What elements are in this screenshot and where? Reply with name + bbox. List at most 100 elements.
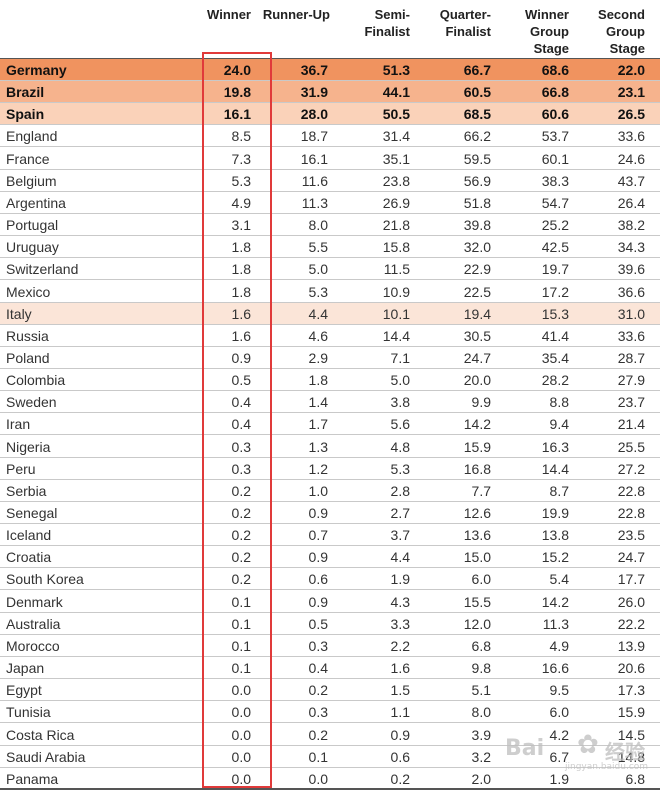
cell-value: 17.2 (541, 283, 569, 300)
cell-value: 0.3 (308, 704, 328, 721)
cell-value: 66.8 (541, 84, 569, 101)
cell-value: 43.7 (617, 172, 645, 189)
team-name: Peru (6, 460, 36, 477)
cell-value: 51.3 (382, 62, 410, 78)
cell-value: 0.6 (308, 571, 328, 588)
table-row: Tunisia 0.0 0.3 1.1 8.0 6.0 15.9 (0, 701, 660, 724)
cell-value: 26.4 (617, 194, 645, 211)
cell-value: 14.5 (617, 726, 645, 743)
cell-value: 9.5 (549, 682, 569, 699)
cell-value: 3.1 (231, 217, 251, 234)
cell-value: 0.9 (308, 593, 328, 610)
cell-value: 9.4 (549, 416, 569, 433)
team-name: Portugal (6, 217, 59, 234)
cell-value: 19.7 (541, 261, 569, 278)
cell-value: 10.1 (382, 305, 410, 322)
team-name: Iceland (6, 527, 52, 544)
cell-value: 23.7 (617, 394, 645, 411)
cell-value: 14.8 (617, 748, 645, 765)
team-name: Saudi Arabia (6, 748, 86, 765)
team-name: Germany (6, 62, 67, 78)
cell-value: 23.8 (382, 172, 410, 189)
cell-value: 16.1 (223, 106, 251, 123)
cell-value: 0.2 (308, 682, 328, 699)
cell-value: 22.0 (617, 62, 645, 78)
cell-value: 11.3 (542, 615, 569, 632)
table-row: Brazil 19.8 31.9 44.1 60.5 66.8 23.1 (0, 81, 660, 104)
cell-value: 31.0 (617, 305, 645, 322)
cell-value: 1.6 (390, 660, 410, 677)
cell-value: 60.6 (541, 106, 569, 123)
table-row: Uruguay 1.8 5.5 15.8 32.0 42.5 34.3 (0, 236, 660, 259)
team-name: Uruguay (6, 239, 59, 256)
cell-value: 17.3 (617, 682, 645, 699)
cell-value: 0.3 (231, 438, 251, 455)
cell-value: 60.5 (463, 84, 491, 101)
header-runner-up: Runner-Up (262, 7, 330, 22)
cell-value: 2.9 (308, 349, 328, 366)
watermark-url: jingyan.baidu.com (565, 762, 649, 772)
table-row: Senegal 0.2 0.9 2.7 12.6 19.9 22.8 (0, 502, 660, 524)
cell-value: 0.0 (231, 704, 251, 721)
cell-value: 54.7 (541, 194, 569, 211)
watermark-text: Bai (505, 736, 545, 761)
cell-value: 27.2 (617, 460, 645, 477)
cell-value: 11.3 (301, 194, 328, 211)
cell-value: 38.3 (541, 172, 569, 189)
cell-value: 26.5 (617, 106, 645, 123)
cell-value: 22.8 (617, 482, 645, 499)
table-row: Mexico 1.8 5.3 10.9 22.5 17.2 36.6 (0, 281, 660, 303)
cell-value: 56.9 (463, 172, 491, 189)
cell-value: 0.1 (231, 637, 251, 654)
cell-value: 13.6 (463, 527, 491, 544)
cell-value: 15.0 (463, 549, 491, 566)
cell-value: 0.2 (231, 571, 251, 588)
cell-value: 3.3 (390, 615, 410, 632)
cell-value: 14.4 (541, 460, 569, 477)
cell-value: 13.9 (617, 637, 645, 654)
cell-value: 26.0 (617, 593, 645, 610)
cell-value: 68.5 (463, 106, 491, 123)
cell-value: 16.1 (300, 150, 328, 167)
team-name: South Korea (6, 571, 84, 588)
cell-value: 0.1 (231, 593, 251, 610)
table-row: France 7.3 16.1 35.1 59.5 60.1 24.6 (0, 148, 660, 170)
team-name: Mexico (6, 283, 51, 300)
cell-value: 25.5 (617, 438, 645, 455)
cell-value: 33.6 (617, 128, 645, 145)
cell-value: 5.4 (549, 571, 569, 588)
cell-value: 22.2 (617, 615, 645, 632)
table-row: South Korea 0.2 0.6 1.9 6.0 5.4 17.7 (0, 568, 660, 591)
team-name: Italy (6, 305, 32, 322)
cell-value: 4.3 (390, 593, 410, 610)
cell-value: 2.7 (390, 505, 410, 521)
cell-value: 10.9 (382, 283, 410, 300)
cell-value: 26.9 (382, 194, 410, 211)
cell-value: 8.7 (549, 482, 569, 499)
team-name: Russia (6, 327, 49, 344)
cell-value: 9.9 (471, 394, 491, 411)
cell-value: 1.0 (308, 482, 328, 499)
cell-value: 0.2 (231, 505, 251, 521)
cell-value: 28.0 (300, 106, 328, 123)
paw-icon: ✿ (577, 730, 599, 760)
header-second-group-stage: Second Group Stage (598, 7, 645, 56)
cell-value: 8.0 (308, 217, 328, 234)
cell-value: 21.4 (617, 416, 645, 433)
cell-value: 1.6 (231, 305, 251, 322)
cell-value: 35.4 (541, 349, 569, 366)
cell-value: 38.2 (617, 217, 645, 234)
cell-value: 4.4 (390, 549, 410, 566)
team-name: Serbia (6, 482, 47, 499)
table-row: Japan 0.1 0.4 1.6 9.8 16.6 20.6 (0, 657, 660, 680)
team-name: Belgium (6, 172, 57, 189)
cell-value: 60.1 (541, 150, 569, 167)
cell-value: 0.1 (231, 660, 251, 677)
table-row: England 8.5 18.7 31.4 66.2 53.7 33.6 (0, 125, 660, 148)
cell-value: 0.9 (308, 505, 328, 521)
cell-value: 19.8 (223, 84, 251, 101)
cell-value: 0.6 (390, 748, 410, 765)
cell-value: 3.7 (390, 527, 410, 544)
cell-value: 14.2 (463, 416, 491, 433)
cell-value: 17.7 (617, 571, 645, 588)
